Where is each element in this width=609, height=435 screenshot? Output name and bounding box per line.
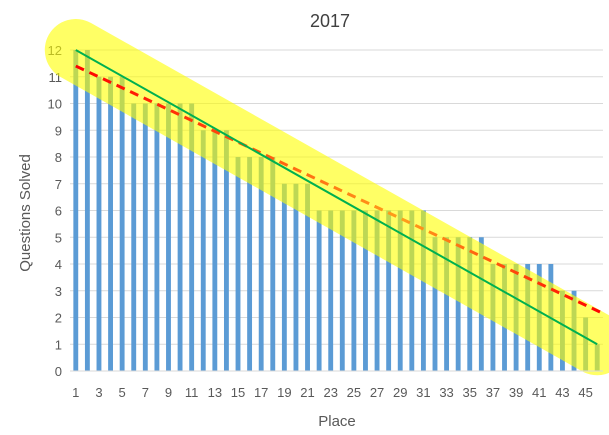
x-tick-label: 15 bbox=[231, 385, 245, 400]
bar bbox=[455, 237, 461, 371]
bar bbox=[84, 50, 90, 371]
y-tick-label: 8 bbox=[55, 150, 62, 165]
x-tick-label: 25 bbox=[347, 385, 361, 400]
x-axis-ticks: 1 3 5 7 9 11 13 15 17 19 21 23 25 27 29 31 33 35 37 39 41 43 4… bbox=[72, 385, 593, 400]
bar bbox=[235, 157, 241, 371]
x-tick-label: 35 bbox=[463, 385, 477, 400]
trend-lines bbox=[75, 49, 604, 346]
bar bbox=[351, 210, 357, 371]
x-axis-title: Place bbox=[318, 413, 356, 430]
x-tick-label: 33 bbox=[439, 385, 453, 400]
y-tick-label: 2 bbox=[55, 311, 62, 326]
solid-trend-line bbox=[75, 49, 598, 346]
bar bbox=[119, 76, 125, 371]
dashed-trend-line bbox=[75, 64, 604, 315]
bar bbox=[386, 210, 392, 371]
x-tick-label: 43 bbox=[555, 385, 569, 400]
y-tick-label: 4 bbox=[55, 257, 62, 272]
bar bbox=[293, 183, 299, 371]
bar bbox=[131, 103, 137, 371]
x-tick-label: 7 bbox=[142, 385, 149, 400]
x-tick-label: 39 bbox=[509, 385, 523, 400]
bar bbox=[96, 76, 102, 371]
bar bbox=[339, 210, 345, 371]
bar bbox=[420, 210, 426, 371]
bar bbox=[305, 183, 310, 371]
bar bbox=[409, 210, 415, 371]
bar bbox=[328, 210, 334, 371]
y-tick-label: 3 bbox=[55, 284, 62, 299]
x-tick-label: 23 bbox=[323, 385, 337, 400]
bar bbox=[154, 103, 160, 371]
y-tick-label: 0 bbox=[55, 364, 62, 379]
x-tick-label: 31 bbox=[416, 385, 430, 400]
x-tick-label: 1 bbox=[72, 385, 79, 400]
x-tick-label: 37 bbox=[486, 385, 500, 400]
x-tick-label: 5 bbox=[119, 385, 126, 400]
x-tick-label: 41 bbox=[532, 385, 546, 400]
y-tick-label: 7 bbox=[55, 177, 62, 192]
y-axis-ticks: 0123456789101112 bbox=[48, 43, 62, 379]
y-axis-title: Questions Solved bbox=[17, 154, 34, 272]
bar bbox=[374, 210, 380, 371]
y-tick-label: 5 bbox=[55, 230, 62, 245]
bar bbox=[73, 50, 79, 371]
chart-title: 2017 bbox=[310, 11, 350, 31]
y-tick-label: 9 bbox=[55, 123, 62, 138]
bar bbox=[189, 103, 195, 371]
bar bbox=[108, 76, 113, 371]
bar bbox=[247, 157, 253, 371]
bar bbox=[316, 210, 322, 371]
y-tick-label: 1 bbox=[55, 337, 62, 352]
x-tick-label: 17 bbox=[254, 385, 268, 400]
x-tick-label: 27 bbox=[370, 385, 384, 400]
bar bbox=[200, 130, 206, 371]
y-tick-label: 10 bbox=[48, 97, 62, 112]
bar bbox=[223, 130, 229, 371]
y-tick-label: 6 bbox=[55, 204, 62, 219]
x-tick-label: 9 bbox=[165, 385, 172, 400]
x-tick-label: 45 bbox=[578, 385, 592, 400]
x-tick-label: 29 bbox=[393, 385, 407, 400]
bar bbox=[363, 210, 368, 371]
x-tick-label: 13 bbox=[208, 385, 222, 400]
bar bbox=[258, 157, 264, 371]
bar bbox=[444, 237, 450, 371]
x-tick-label: 21 bbox=[300, 385, 314, 400]
bar bbox=[397, 210, 403, 371]
x-tick-label: 3 bbox=[95, 385, 102, 400]
bar bbox=[432, 237, 438, 371]
bar bbox=[270, 157, 276, 371]
bar bbox=[142, 103, 148, 371]
bar bbox=[212, 130, 218, 371]
x-tick-label: 11 bbox=[185, 385, 199, 400]
bar bbox=[177, 103, 183, 371]
bar bbox=[166, 103, 171, 371]
bar bbox=[281, 183, 287, 371]
x-tick-label: 19 bbox=[277, 385, 291, 400]
